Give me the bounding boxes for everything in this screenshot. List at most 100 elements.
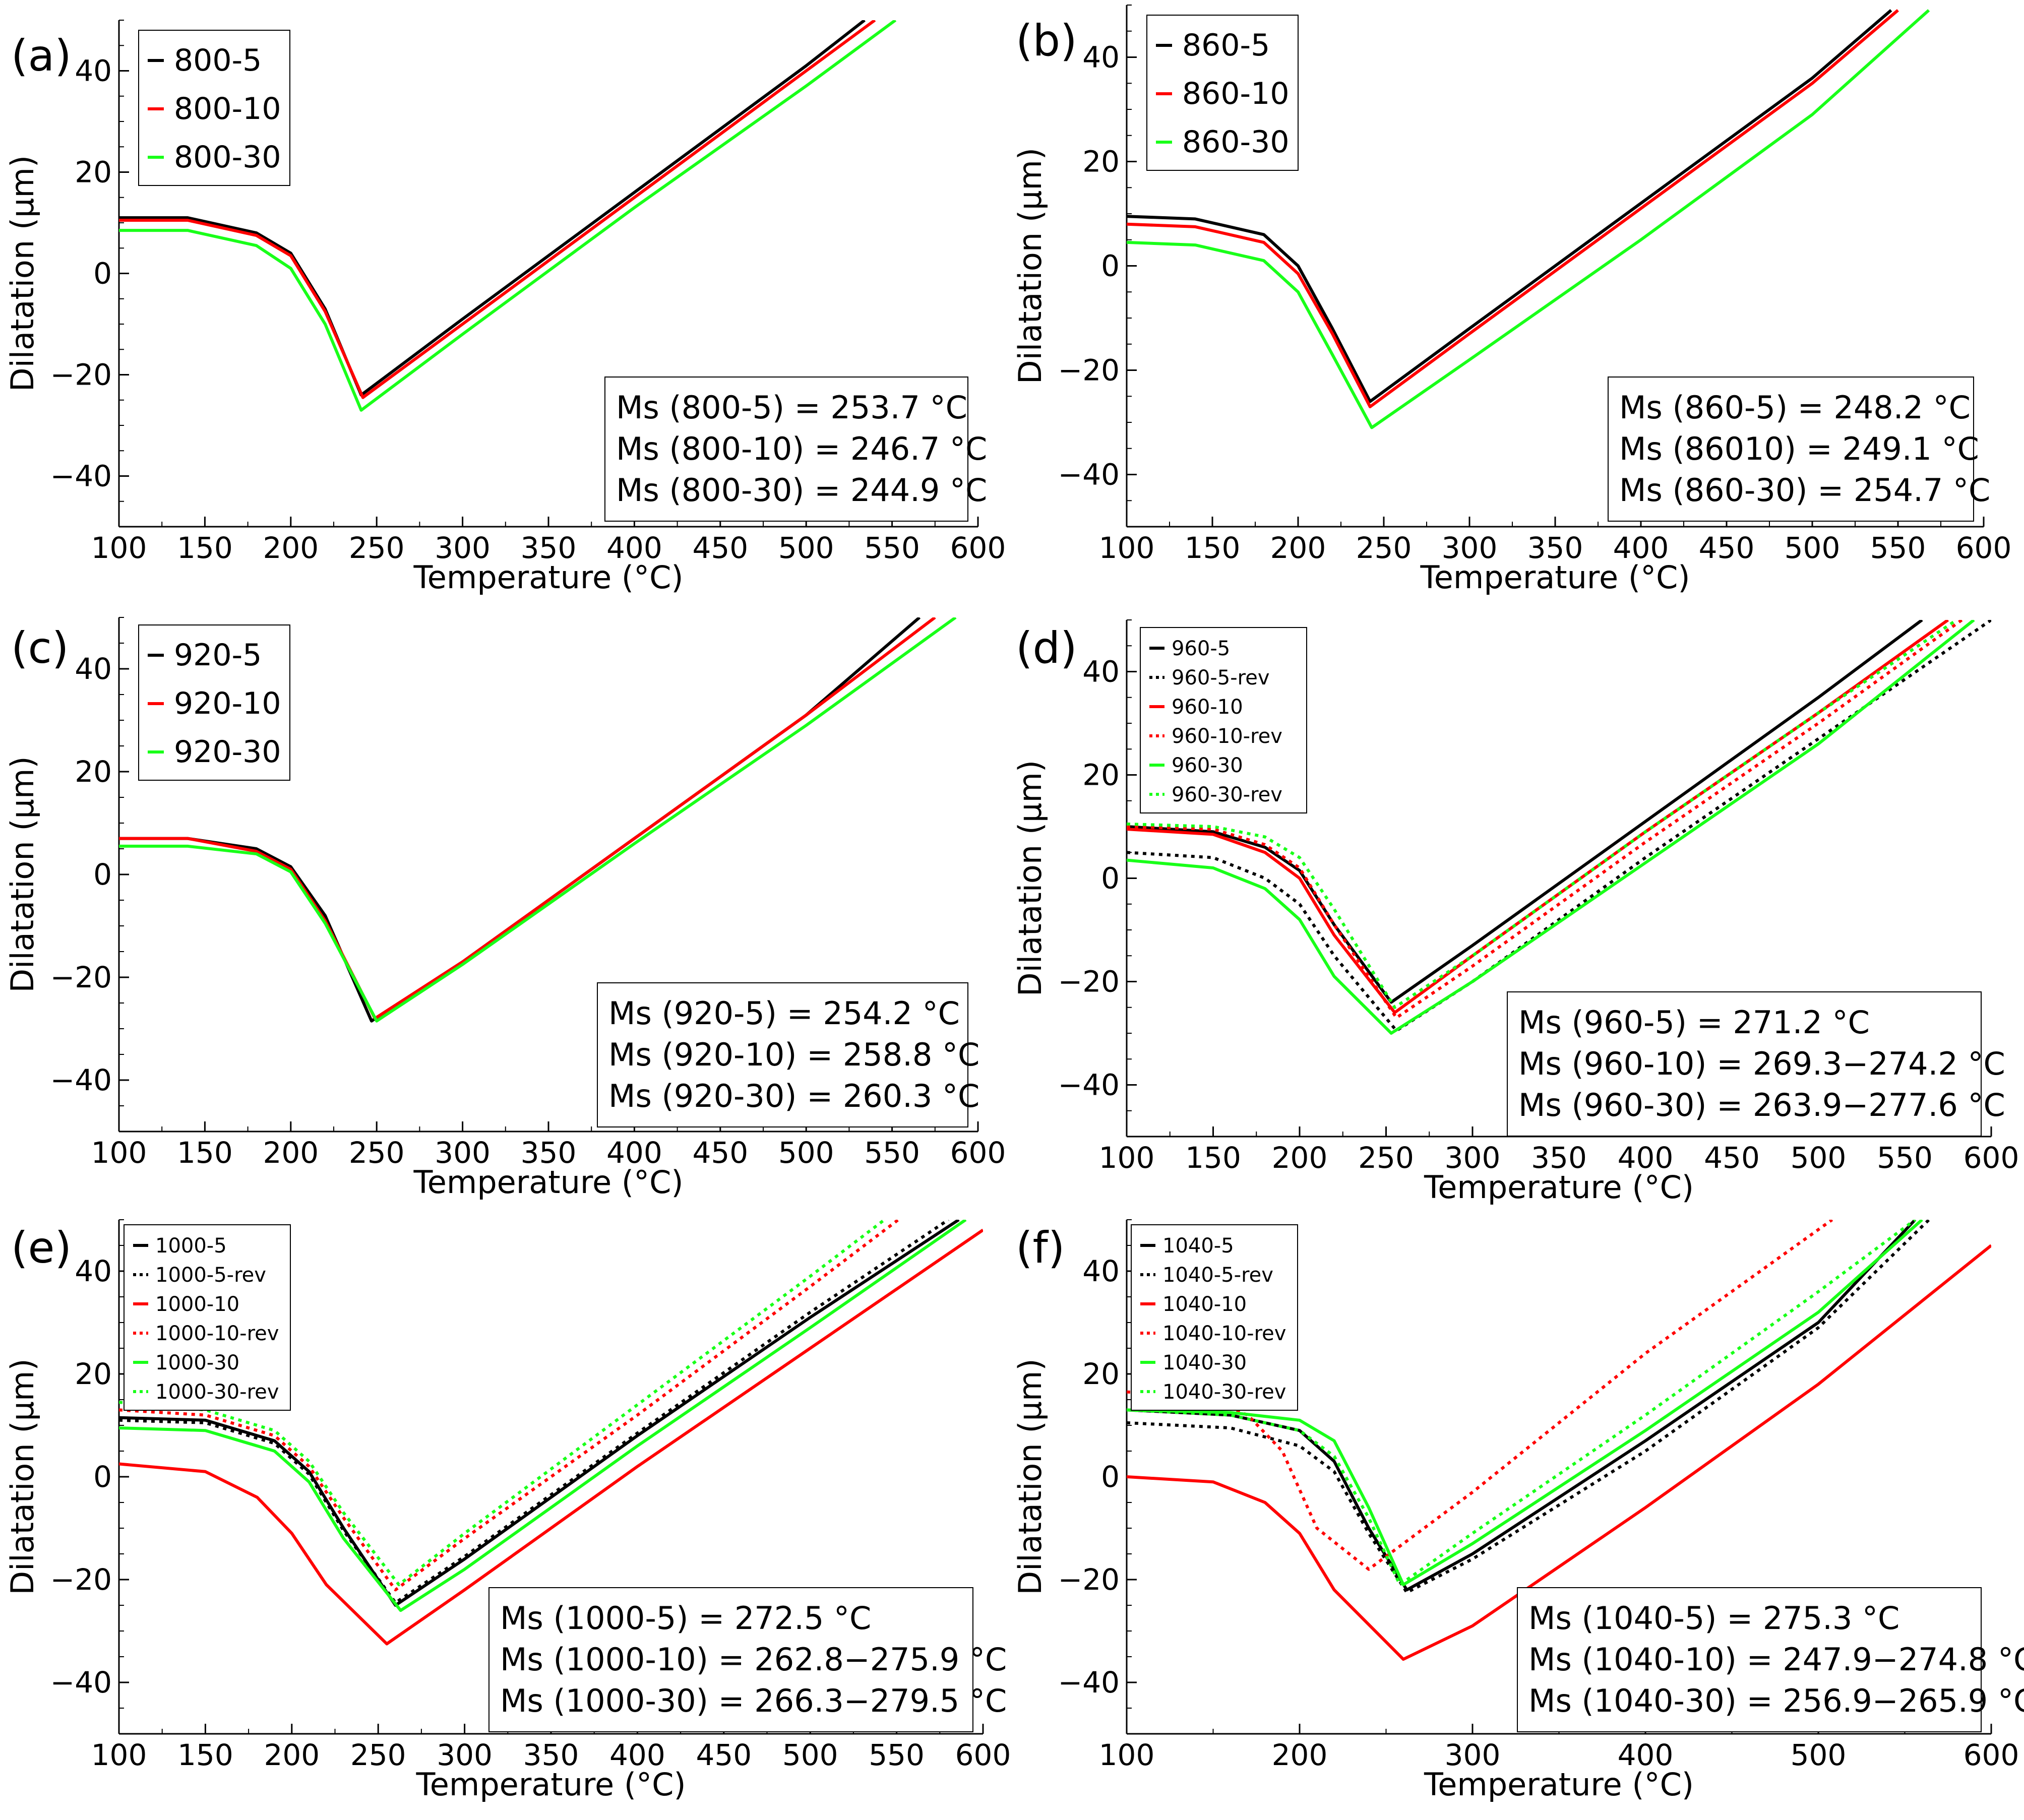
legend: 860-5 860-10 860-30 — [1146, 15, 1299, 171]
legend-label: 1040-5 — [1162, 1234, 1234, 1258]
series-line-1000-30-rev — [119, 1220, 886, 1587]
panel-e: −40 −20 0 20 40 100 150 200 250 300 350 400 450 500 55… — [4, 1219, 1011, 1803]
x-tick-label: 100 — [1099, 1738, 1155, 1772]
ms-annotation: Ms (860-5) = 248.2 °C Ms (86010) = 249.1 … — [1608, 376, 1990, 522]
x-tick-label: 400 — [606, 531, 662, 565]
x-tick-label: 400 — [609, 1738, 665, 1772]
x-tick-label: 450 — [696, 1738, 752, 1772]
y-tick-label: 0 — [1101, 861, 1120, 896]
y-axis-title: Dilatation (µm) — [4, 1358, 41, 1595]
series-line-1040-10-rev — [1127, 1220, 1833, 1571]
y-tick-label: 20 — [75, 1357, 112, 1391]
x-tick-label: 550 — [869, 1738, 925, 1772]
series-line-960-5-rev — [1127, 620, 1991, 1032]
x-tick-label: 150 — [1185, 531, 1241, 565]
x-tick-label: 300 — [437, 1738, 493, 1772]
ms-box — [488, 1587, 973, 1732]
x-tick-label: 200 — [1272, 1738, 1328, 1772]
legend-label: 1040-5-rev — [1162, 1264, 1273, 1287]
legend-label: 1000-5-rev — [155, 1264, 266, 1287]
y-tick-label: −20 — [50, 1562, 112, 1597]
x-tick-label: 500 — [778, 531, 834, 565]
legend-label: 960-10 — [1172, 696, 1243, 719]
series-group — [1127, 620, 1991, 1035]
x-tick-label: 500 — [1785, 531, 1841, 565]
ms-value-label: Ms (960-10) = 269.3−274.2 °C — [1518, 1045, 2005, 1082]
x-tick-label: 100 — [1099, 531, 1155, 565]
ms-box — [1608, 376, 1974, 522]
ms-annotation: Ms (960-5) = 271.2 °C Ms (960-10) = 269.3… — [1507, 991, 2005, 1137]
legend-box — [124, 1224, 291, 1411]
panel-c: −40 −20 0 20 40 100 150 200 250 300 350 400 450 500 55… — [4, 617, 1006, 1201]
y-tick-label: 20 — [75, 755, 112, 789]
legend-label: 800-10 — [174, 91, 281, 127]
legend-label: 920-30 — [174, 734, 281, 770]
x-tick-label: 200 — [264, 1738, 320, 1772]
series-line-860-10 — [1127, 9, 1899, 408]
x-tick-label: 550 — [864, 1136, 920, 1170]
legend-label: 800-30 — [174, 140, 281, 175]
x-tick-label: 100 — [91, 531, 147, 565]
x-tick-label: 100 — [1099, 1141, 1155, 1175]
series-line-860-30 — [1127, 9, 1930, 429]
series-line-860-5 — [1127, 9, 1892, 403]
x-axis-title: Temperature (°C) — [413, 1164, 683, 1201]
x-tick-label: 150 — [177, 531, 233, 565]
ms-annotation: Ms (920-5) = 254.2 °C Ms (920-10) = 258.8… — [597, 982, 979, 1127]
x-tick-label: 600 — [950, 1136, 1006, 1170]
x-tick-label: 250 — [349, 531, 405, 565]
panel-label: (f) — [1016, 1223, 1065, 1273]
ms-value-label: Ms (960-30) = 263.9−277.6 °C — [1518, 1087, 2005, 1123]
ms-annotation: Ms (800-5) = 253.7 °C Ms (800-10) = 246.7… — [604, 376, 987, 522]
x-tick-label: 500 — [1791, 1738, 1847, 1772]
y-axis-title: Dilatation (µm) — [1012, 148, 1049, 384]
legend-label: 1000-30 — [155, 1351, 239, 1374]
ms-value-label: Ms (800-5) = 253.7 °C — [616, 389, 967, 426]
legend-label: 1040-10 — [1162, 1293, 1247, 1316]
series-line-1040-30-rev — [1127, 1220, 1916, 1587]
y-tick-label: −40 — [1058, 1665, 1120, 1700]
x-tick-label: 250 — [349, 1136, 405, 1170]
y-tick-label: 20 — [1082, 145, 1120, 179]
legend-label: 960-5-rev — [1172, 666, 1270, 689]
legend-label: 1040-30-rev — [1162, 1380, 1286, 1404]
x-tick-label: 350 — [1527, 531, 1583, 565]
x-tick-label: 550 — [1877, 1141, 1933, 1175]
y-tick-label: 40 — [1082, 1254, 1120, 1288]
series-line-960-10-rev — [1127, 620, 1963, 1020]
x-tick-label: 150 — [1185, 1141, 1241, 1175]
ms-box — [1507, 991, 1982, 1137]
ms-value-label: Ms (1000-10) = 262.8−275.9 °C — [500, 1641, 1007, 1678]
legend-label: 860-10 — [1182, 76, 1290, 111]
x-axis-title: Temperature (°C) — [415, 1766, 686, 1803]
y-axis-title: Dilatation (µm) — [4, 155, 41, 392]
y-tick-label: 0 — [93, 257, 112, 291]
x-tick-label: 150 — [177, 1136, 233, 1170]
ms-value-label: Ms (860-5) = 248.2 °C — [1619, 389, 1971, 426]
legend: 800-5 800-10 800-30 — [138, 30, 290, 186]
panel-label: (d) — [1016, 623, 1077, 673]
legend-label: 1000-10 — [155, 1293, 239, 1316]
x-tick-label: 400 — [1618, 1141, 1674, 1175]
series-line-800-30 — [119, 20, 897, 412]
legend-label: 1040-30 — [1162, 1351, 1247, 1374]
x-tick-label: 200 — [1272, 1141, 1328, 1175]
ms-value-label: Ms (920-30) = 260.3 °C — [608, 1078, 979, 1114]
legend-label: 800-5 — [174, 43, 262, 78]
x-tick-label: 350 — [1531, 1141, 1587, 1175]
x-axis-title: Temperature (°C) — [413, 559, 683, 596]
ms-value-label: Ms (1040-5) = 275.3 °C — [1528, 1600, 1899, 1637]
ms-value-label: Ms (1000-5) = 272.5 °C — [500, 1600, 871, 1637]
x-tick-label: 200 — [1270, 531, 1326, 565]
legend-label: 860-5 — [1182, 28, 1270, 63]
x-tick-label: 500 — [778, 1136, 834, 1170]
ms-value-label: Ms (800-10) = 246.7 °C — [616, 430, 987, 467]
x-tick-label: 300 — [1445, 1738, 1501, 1772]
legend: 960-5 960-5-rev 960-10 960-10-rev 960-30 960-… — [1140, 627, 1307, 813]
ms-value-label: Ms (1040-10) = 247.9−274.8 °C — [1528, 1641, 2024, 1678]
series-line-1000-10-rev — [119, 1220, 899, 1592]
legend-label: 1000-30-rev — [155, 1380, 279, 1404]
y-tick-label: 0 — [1101, 249, 1120, 283]
x-tick-label: 250 — [1356, 531, 1412, 565]
